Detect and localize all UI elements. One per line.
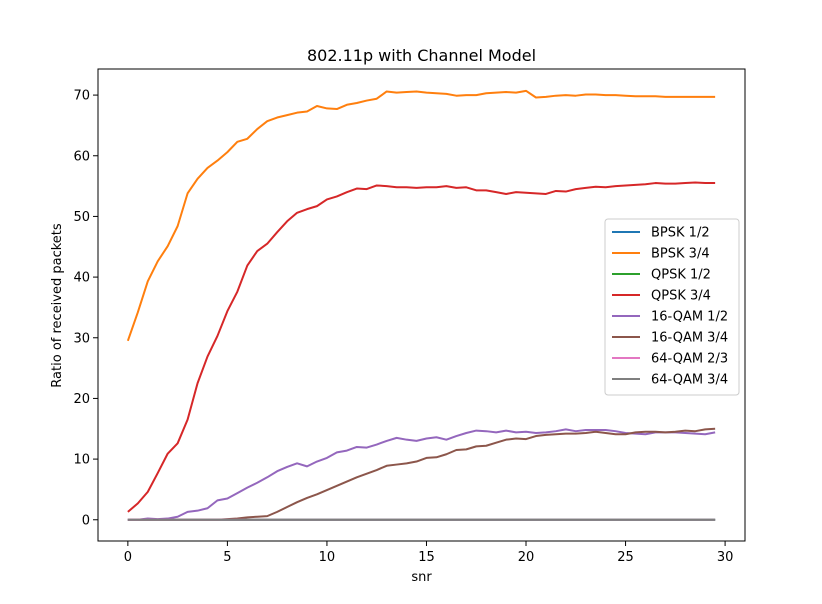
x-tick-label: 15 <box>418 550 435 565</box>
x-tick-label: 10 <box>319 550 336 565</box>
legend-label: QPSK 1/2 <box>651 268 711 283</box>
y-tick-label: 40 <box>73 271 90 286</box>
axis-ticks: 0 5 10 15 20 25 30 0 10 20 30 40 50 60 70 <box>73 89 733 565</box>
y-tick-label: 0 <box>82 513 90 528</box>
series-line-16-qam-1-2 <box>127 428 716 521</box>
y-tick-label: 70 <box>73 89 90 104</box>
y-axis-label: Ratio of received packets <box>50 223 65 388</box>
series-line-bpsk-3-4 <box>126 89 716 342</box>
legend-label: 16-QAM 1/2 <box>651 310 728 325</box>
y-tick-label: 60 <box>73 149 90 164</box>
legend-label: BPSK 1/2 <box>651 226 710 241</box>
series-line-qpsk-3-4 <box>127 181 716 513</box>
x-tick-label: 30 <box>717 550 734 565</box>
y-tick-label: 10 <box>73 453 90 468</box>
legend: BPSK 1/2 BPSK 3/4 QPSK 1/2 QPSK 3/4 16-QAM 1… <box>604 218 740 396</box>
legend-box <box>604 218 740 396</box>
series-lines <box>126 89 716 521</box>
y-tick-label: 50 <box>73 210 90 225</box>
legend-label: QPSK 3/4 <box>651 289 711 304</box>
y-tick-label: 30 <box>73 331 90 346</box>
x-axis-label: snr <box>411 570 432 585</box>
legend-label: BPSK 3/4 <box>651 247 710 262</box>
y-tick-label: 20 <box>73 392 90 407</box>
legend-label: 16-QAM 3/4 <box>651 331 728 346</box>
plot-frame <box>97 68 746 542</box>
x-tick-label: 0 <box>124 550 132 565</box>
x-tick-label: 25 <box>617 550 634 565</box>
chart-title: 802.11p with Channel Model <box>307 46 536 65</box>
legend-label: 64-QAM 3/4 <box>651 373 728 388</box>
x-tick-label: 20 <box>518 550 535 565</box>
legend-label: 64-QAM 2/3 <box>651 352 728 367</box>
x-tick-label: 5 <box>223 550 231 565</box>
